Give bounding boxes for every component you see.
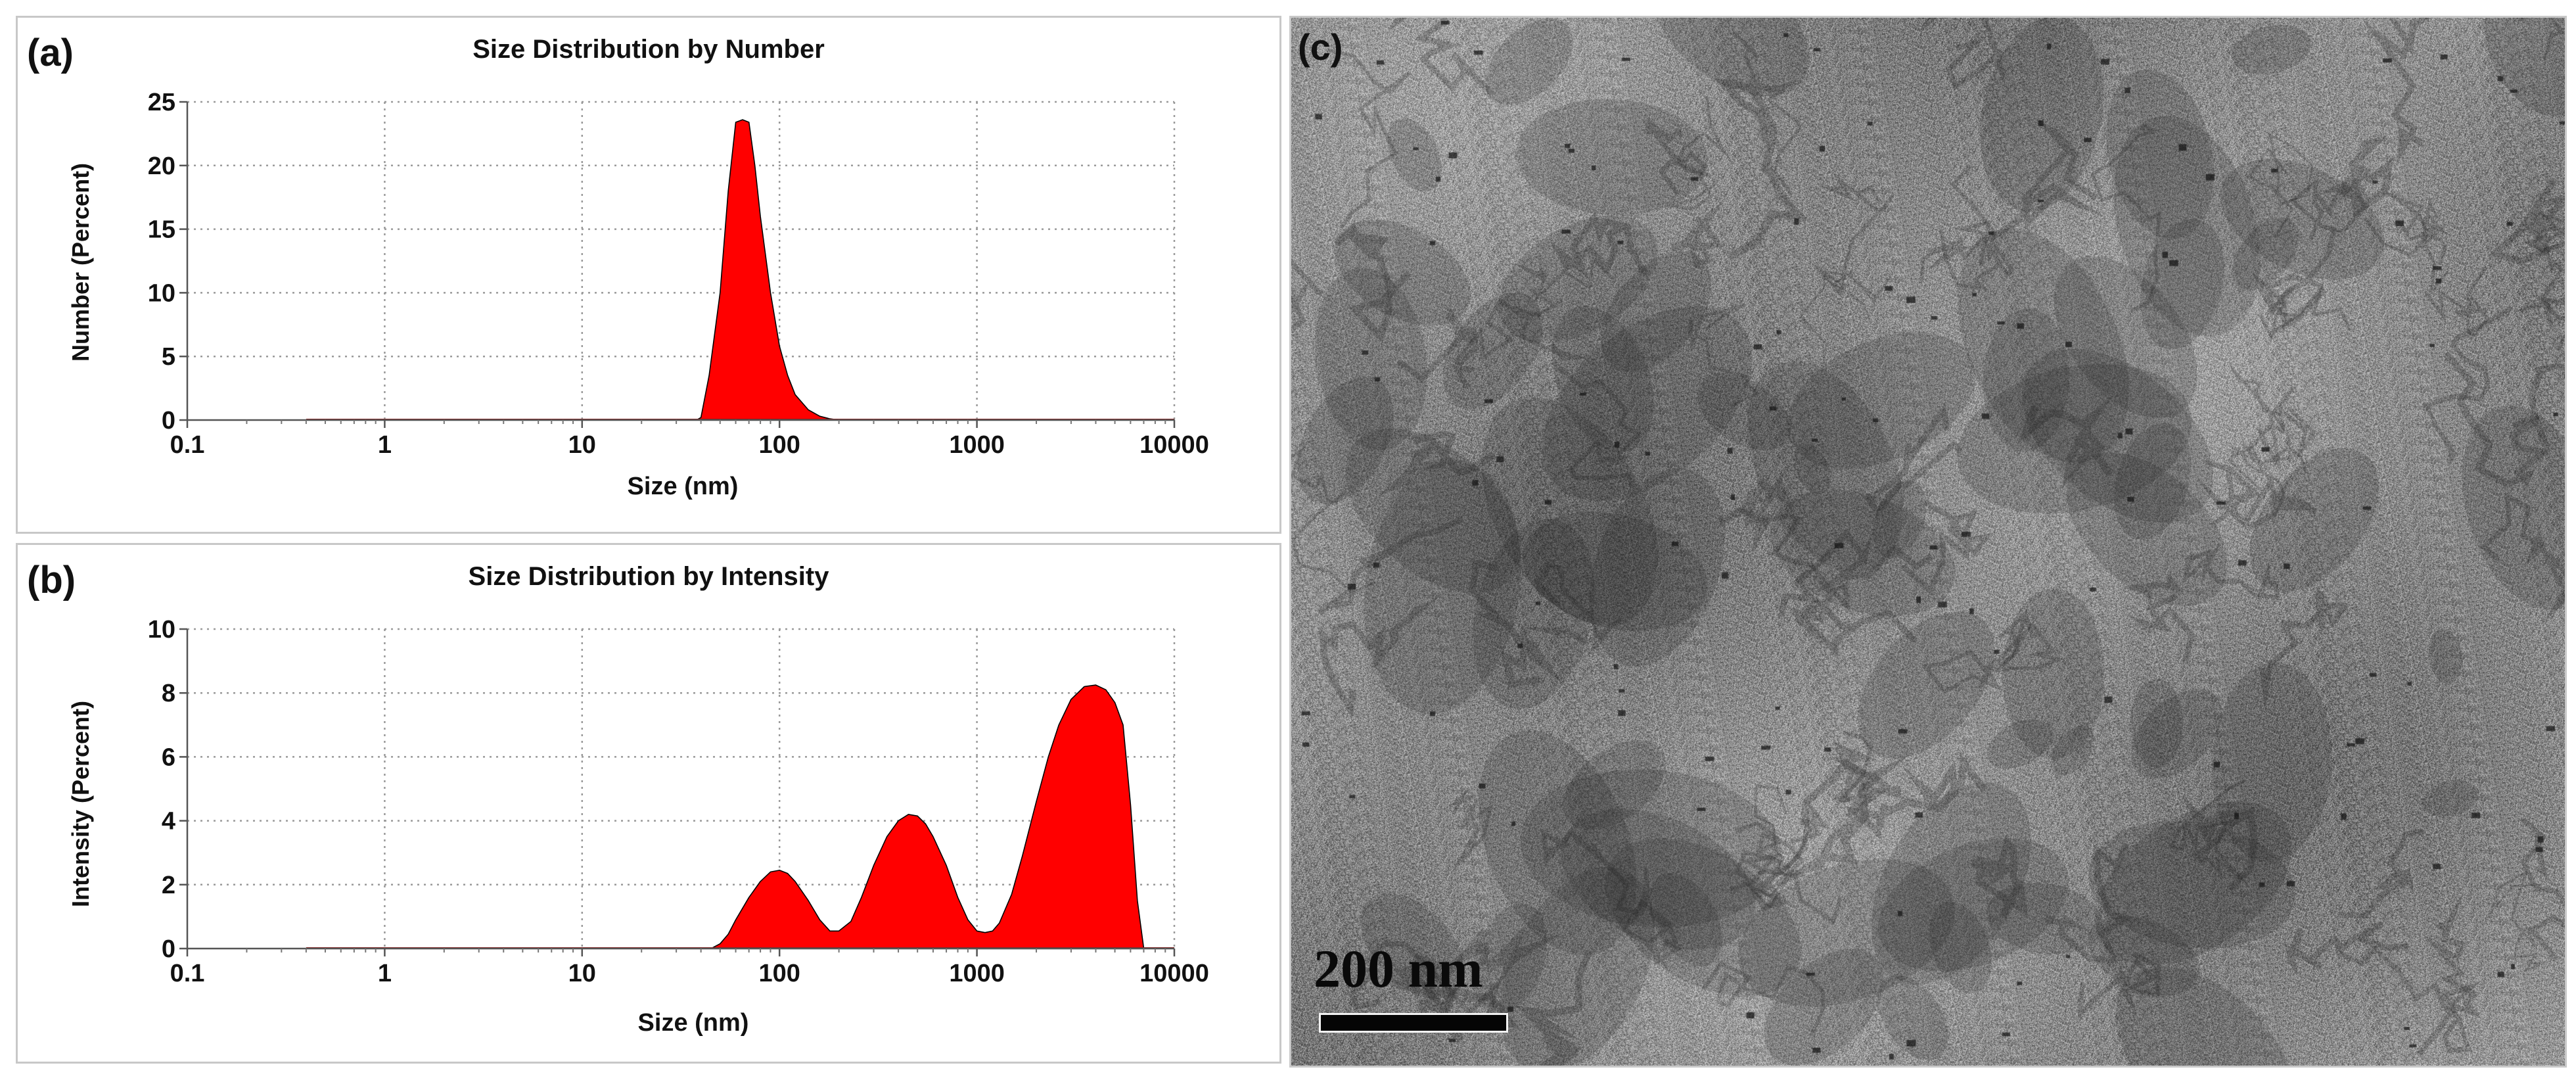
chart-b-y-tick-label: 10	[148, 616, 175, 644]
chart-b-x-tick-label: 10	[568, 960, 596, 987]
chart-b-x-tick-label: 1000	[949, 960, 1005, 987]
chart-a-x-tick-label: 0.1	[170, 431, 205, 459]
panel-a-label: (a)	[27, 32, 74, 74]
chart-b-x-tick-label: 0.1	[170, 960, 205, 987]
chart-b-plot: 0.1 1 10 100 1000 10000 0 2 4 6 8 10	[148, 616, 1209, 987]
panel-c-label: (c)	[1298, 26, 1343, 68]
chart-b-y-tick-label: 2	[162, 872, 175, 899]
scale-bar	[1319, 1013, 1508, 1033]
chart-a-x-tick-label: 100	[758, 431, 800, 459]
chart-a-x-tick-label: 10	[568, 431, 596, 459]
chart-b-y-tick-label: 8	[162, 680, 175, 707]
chart-a-ylabel: Number (Percent)	[67, 162, 94, 362]
chart-a-x-tick-label: 10000	[1139, 431, 1209, 459]
chart-b-title: Size Distribution by Intensity	[468, 562, 829, 591]
chart-b-x-tick-label: 10000	[1139, 960, 1209, 987]
chart-b-x-tick-label: 1	[378, 960, 392, 987]
chart-a-x-tick-label: 1	[378, 431, 392, 459]
chart-a-y-tick-label: 0	[162, 407, 175, 435]
chart-b-ylabel: Intensity (Percent)	[67, 700, 94, 908]
chart-a-plot: 0.1 1 10 100 1000 10000 0 5 10 15 20 25	[148, 89, 1209, 459]
chart-a-y-tick-label: 25	[148, 89, 175, 116]
chart-b-xlabel: Size (nm)	[637, 1009, 749, 1037]
chart-b-y-tick-label: 4	[162, 808, 175, 835]
chart-a-y-tick-label: 5	[162, 343, 175, 371]
chart-a-y-tick-label: 20	[148, 153, 175, 180]
chart-a-xlabel: Size (nm)	[627, 473, 739, 500]
panel-b-label: (b)	[27, 559, 76, 601]
tem-micrograph	[1291, 18, 2565, 1066]
panel-c-tem-image: (c) 200 nm	[1289, 16, 2567, 1068]
chart-b-y-tick-label: 0	[162, 935, 175, 963]
chart-a-y-tick-label: 15	[148, 216, 175, 244]
panel-a-number-distribution: (a) Size Distribution by Number 0.1 1 10 10…	[16, 16, 1281, 534]
chart-b-area-series	[306, 684, 1145, 949]
chart-b-y-tick-label: 6	[162, 743, 175, 771]
chart-a-x-tick-label: 1000	[949, 431, 1005, 459]
chart-a-area-series	[306, 119, 1175, 421]
chart-b-x-tick-label: 100	[758, 960, 800, 987]
chart-a-title: Size Distribution by Number	[472, 35, 825, 64]
scale-bar-label: 200 nm	[1314, 939, 1483, 999]
panel-b-intensity-distribution: (b) Size Distribution by Intensity 0.1 1 1…	[16, 543, 1281, 1064]
chart-a-y-tick-label: 10	[148, 279, 175, 307]
